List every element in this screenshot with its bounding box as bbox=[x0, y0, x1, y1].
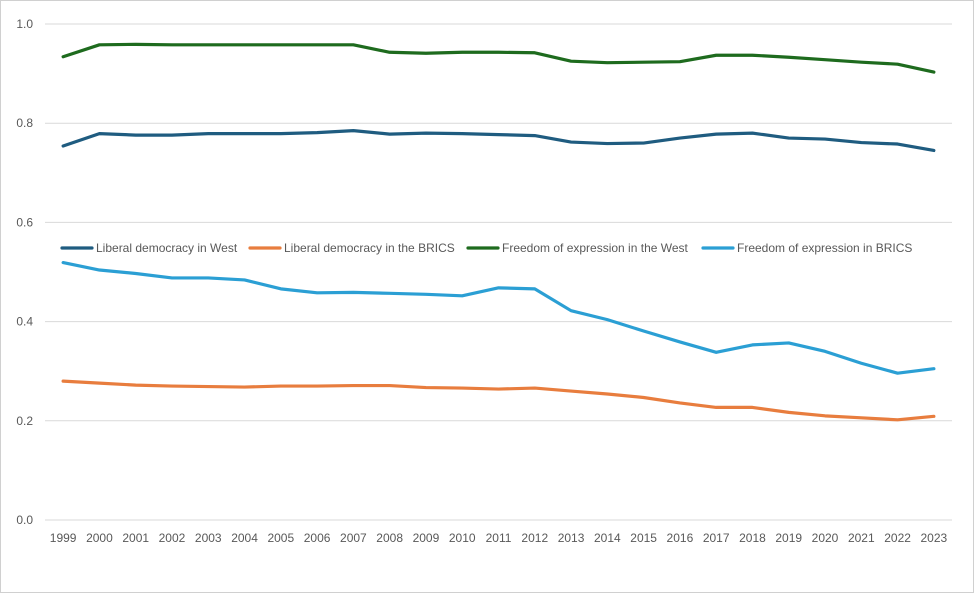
x-tick-label: 2010 bbox=[449, 531, 476, 545]
x-tick-label: 2018 bbox=[739, 531, 766, 545]
x-tick-label: 2004 bbox=[231, 531, 258, 545]
x-tick-label: 2014 bbox=[594, 531, 621, 545]
series-line-2 bbox=[61, 42, 936, 74]
x-tick-label: 2007 bbox=[340, 531, 367, 545]
x-tick-label: 2002 bbox=[159, 531, 186, 545]
x-tick-label: 2021 bbox=[848, 531, 875, 545]
x-tick-label: 2015 bbox=[630, 531, 657, 545]
y-axis-tick-labels: 0.0 0.2 0.4 0.6 0.8 1.0 bbox=[16, 17, 33, 527]
x-tick-label: 2000 bbox=[86, 531, 113, 545]
series-line-0 bbox=[61, 129, 936, 153]
x-tick-label: 2011 bbox=[486, 531, 512, 545]
y-tick-label: 1.0 bbox=[16, 17, 33, 31]
x-tick-label: 2020 bbox=[812, 531, 839, 545]
x-tick-label: 2008 bbox=[376, 531, 403, 545]
series-line-3 bbox=[61, 260, 936, 375]
x-tick-label: 2012 bbox=[521, 531, 548, 545]
legend-label-0: Liberal democracy in West bbox=[96, 241, 238, 255]
x-tick-label: 2022 bbox=[884, 531, 911, 545]
legend-label-3: Freedom of expression in BRICS bbox=[737, 241, 912, 255]
x-tick-label: 1999 bbox=[50, 531, 77, 545]
x-tick-label: 2003 bbox=[195, 531, 222, 545]
series-lines bbox=[61, 42, 936, 422]
y-tick-label: 0.8 bbox=[16, 116, 33, 130]
legend: Liberal democracy in West Liberal democra… bbox=[60, 241, 912, 255]
y-tick-label: 0.2 bbox=[16, 414, 33, 428]
x-tick-label: 2009 bbox=[413, 531, 440, 545]
legend-label-1: Liberal democracy in the BRICS bbox=[284, 241, 455, 255]
x-tick-label: 2019 bbox=[775, 531, 802, 545]
x-tick-label: 2006 bbox=[304, 531, 331, 545]
legend-label-2: Freedom of expression in the West bbox=[502, 241, 689, 255]
x-axis-tick-labels: 1999 2000 2001 2002 2003 2004 2005 2006 2007 2008… bbox=[50, 531, 948, 545]
y-tick-label: 0.0 bbox=[16, 513, 33, 527]
x-tick-label: 2023 bbox=[921, 531, 948, 545]
y-tick-label: 0.6 bbox=[16, 215, 33, 229]
y-tick-label: 0.4 bbox=[16, 315, 33, 329]
x-tick-label: 2013 bbox=[558, 531, 585, 545]
x-tick-label: 2005 bbox=[267, 531, 294, 545]
x-tick-label: 2016 bbox=[667, 531, 694, 545]
x-tick-label: 2001 bbox=[122, 531, 149, 545]
series-line-1 bbox=[61, 379, 936, 422]
x-tick-label: 2017 bbox=[703, 531, 730, 545]
gridlines bbox=[45, 23, 952, 521]
